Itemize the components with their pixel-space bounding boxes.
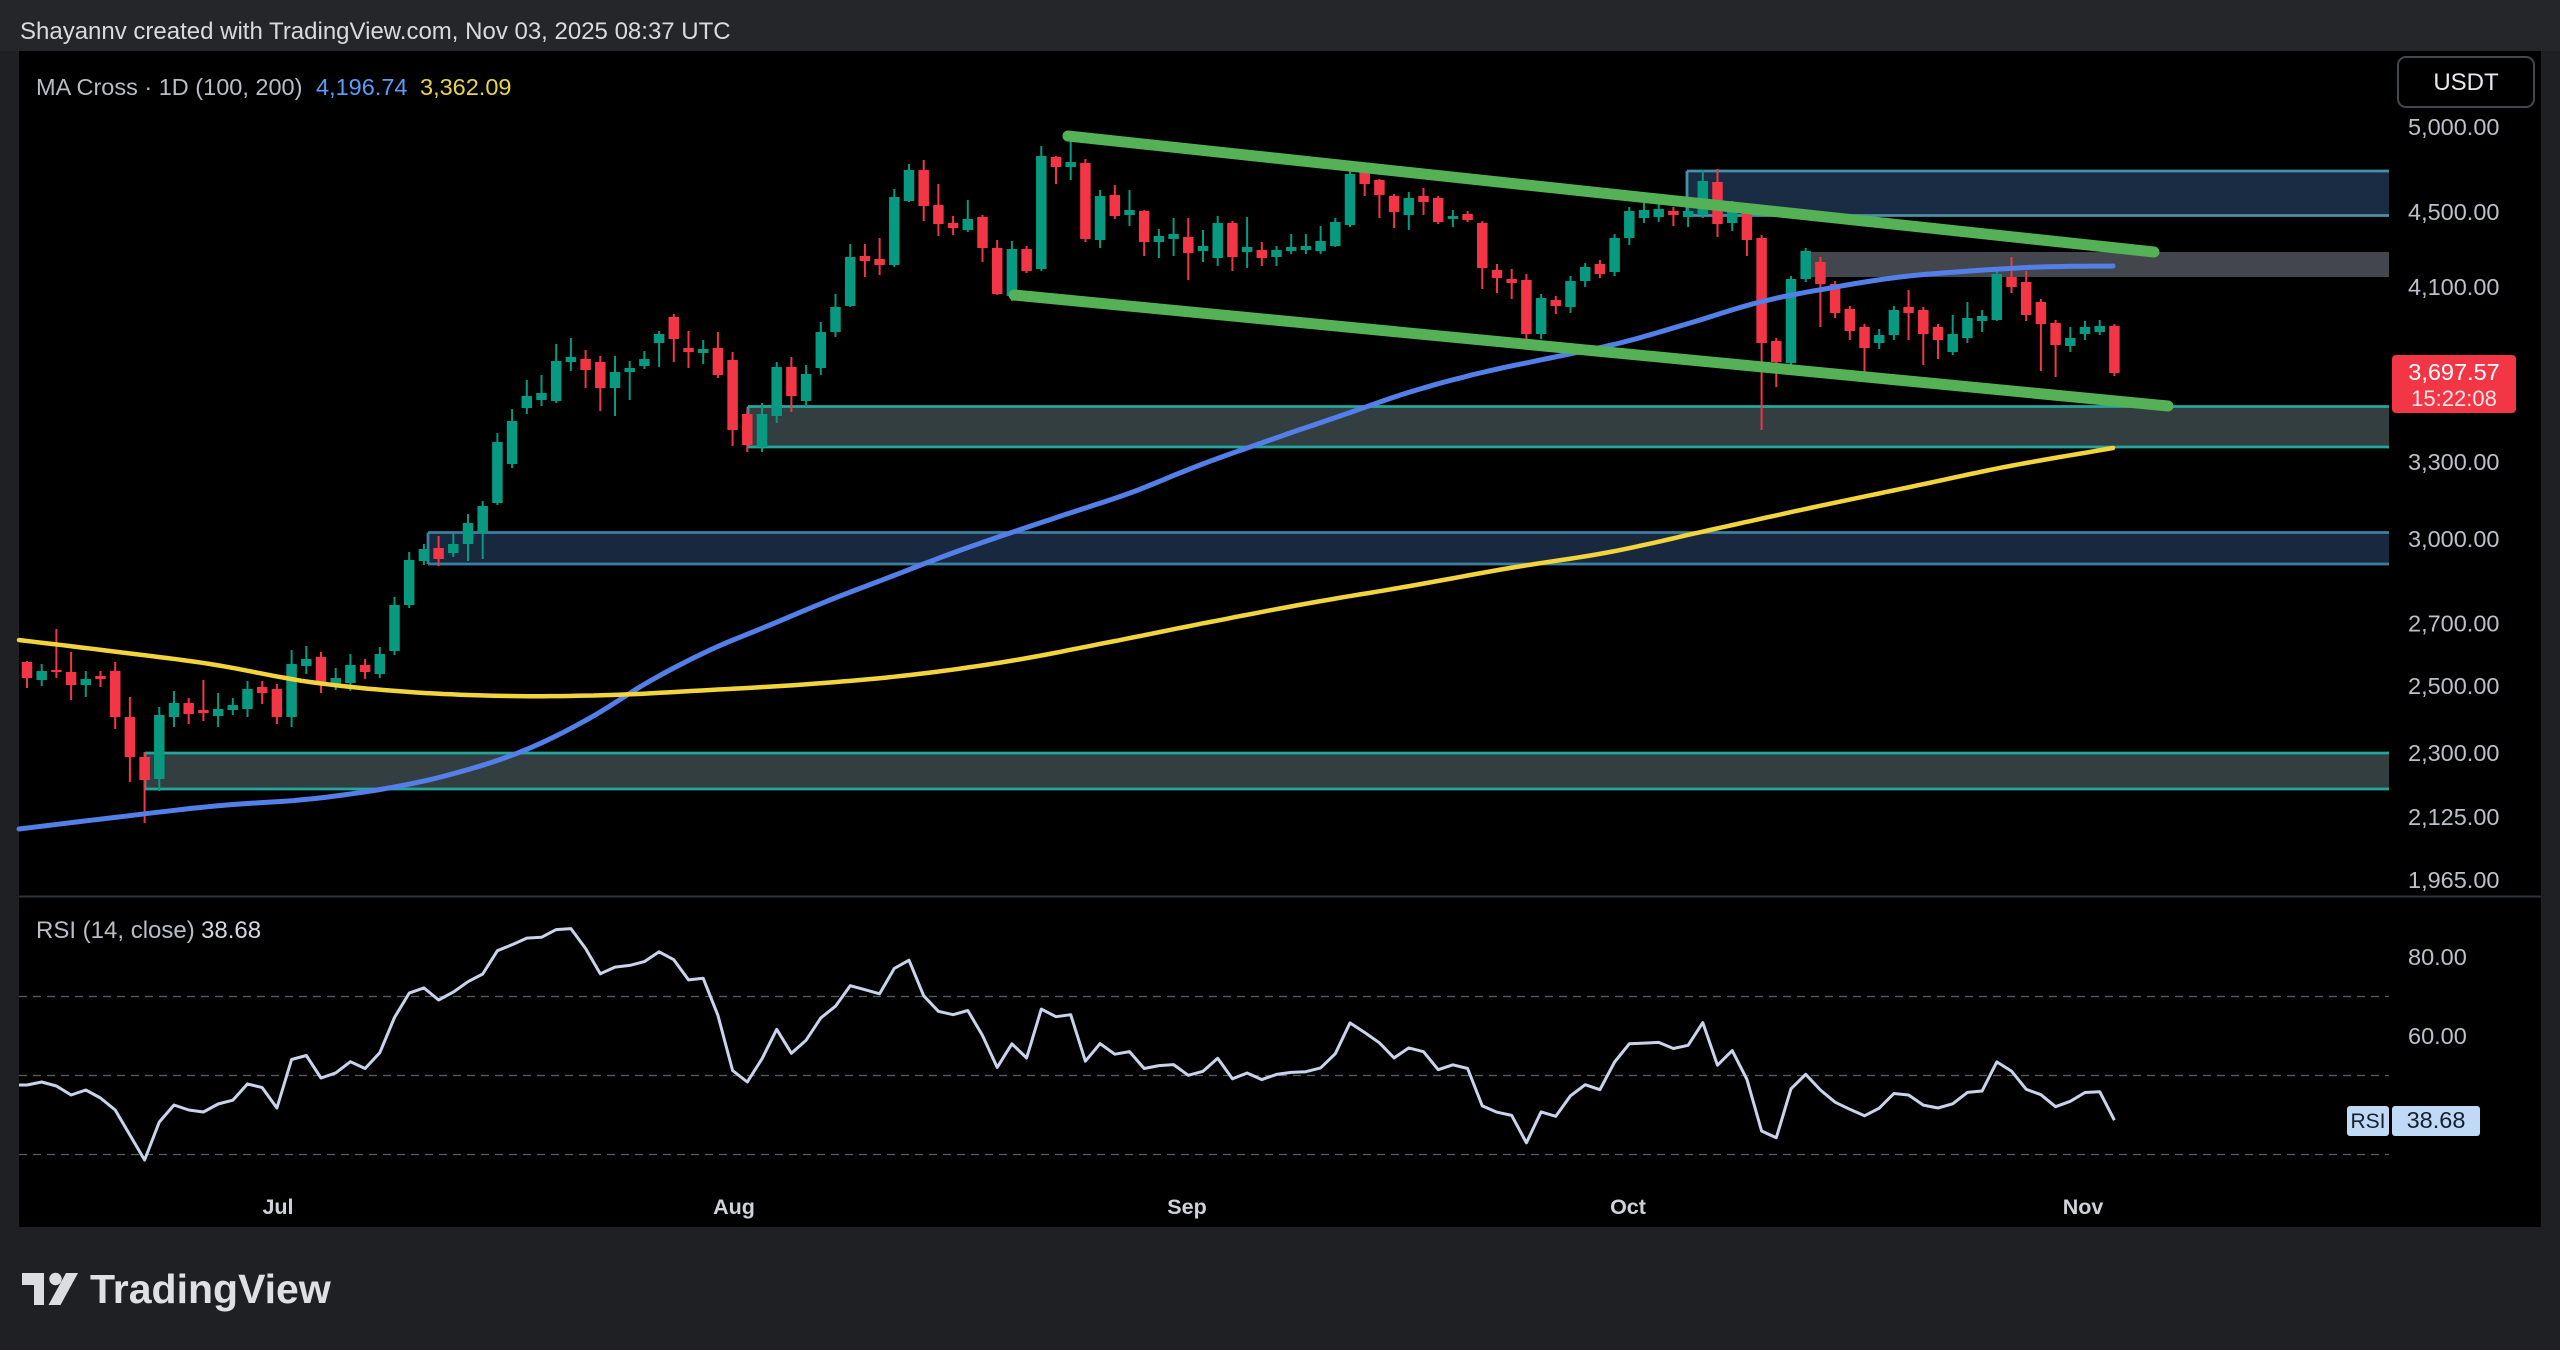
svg-text:1,965.00: 1,965.00	[2408, 867, 2499, 893]
svg-text:5,000.00: 5,000.00	[2408, 114, 2499, 140]
svg-text:Sep: Sep	[1167, 1195, 1206, 1219]
svg-text:2,300.00: 2,300.00	[2408, 740, 2499, 766]
svg-text:3,300.00: 3,300.00	[2408, 449, 2499, 475]
svg-text:4,100.00: 4,100.00	[2408, 274, 2499, 300]
svg-text:USDT: USDT	[2433, 69, 2499, 96]
svg-text:Shayannv created with TradingV: Shayannv created with TradingView.com, N…	[20, 18, 731, 45]
svg-text:38.68: 38.68	[201, 917, 261, 944]
svg-text:15:22:08: 15:22:08	[2411, 386, 2497, 411]
svg-text:3,697.57: 3,697.57	[2408, 359, 2499, 385]
svg-text:MA Cross · 1D (100, 200): MA Cross · 1D (100, 200)	[36, 74, 302, 100]
svg-text:RSI (14, close): RSI (14, close)	[36, 917, 195, 944]
svg-text:2,125.00: 2,125.00	[2408, 804, 2499, 830]
svg-text:Nov: Nov	[2063, 1195, 2104, 1219]
svg-text:RSI: RSI	[2350, 1110, 2385, 1133]
svg-text:3,000.00: 3,000.00	[2408, 526, 2499, 552]
svg-text:80.00: 80.00	[2408, 944, 2467, 970]
svg-text:4,500.00: 4,500.00	[2408, 199, 2499, 225]
svg-text:Aug: Aug	[713, 1195, 755, 1219]
svg-text:Jul: Jul	[262, 1195, 293, 1219]
svg-text:60.00: 60.00	[2408, 1023, 2467, 1049]
svg-text:TradingView: TradingView	[90, 1266, 331, 1312]
svg-text:4,196.74: 4,196.74	[316, 74, 407, 100]
svg-text:2,700.00: 2,700.00	[2408, 611, 2499, 637]
svg-text:2,500.00: 2,500.00	[2408, 673, 2499, 699]
svg-text:Oct: Oct	[1610, 1195, 1646, 1219]
svg-text:3,362.09: 3,362.09	[420, 74, 511, 100]
svg-text:38.68: 38.68	[2407, 1107, 2466, 1133]
